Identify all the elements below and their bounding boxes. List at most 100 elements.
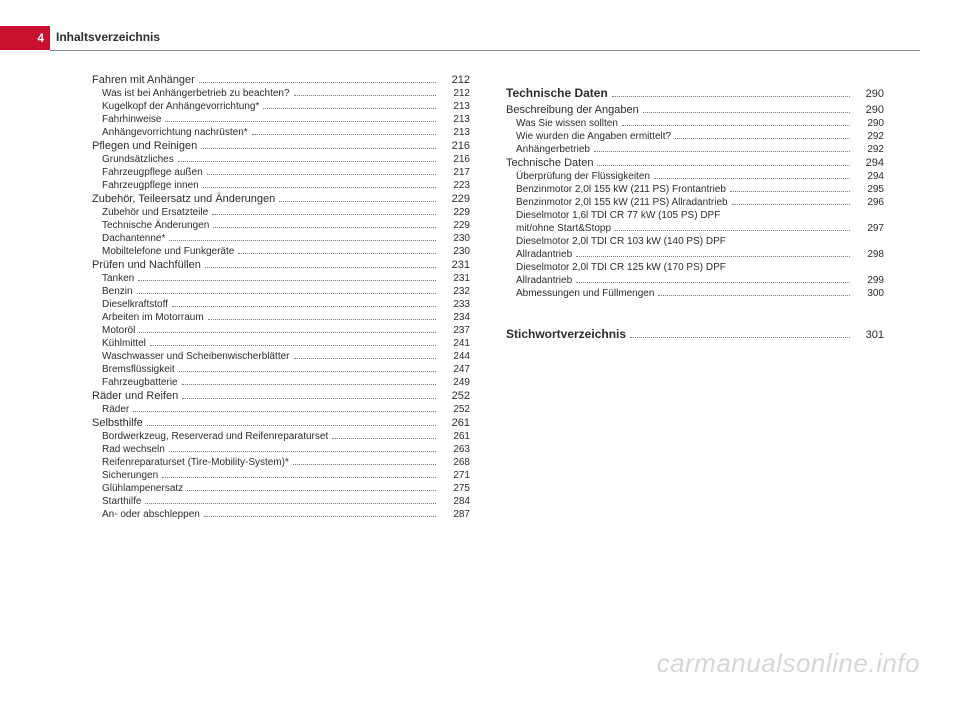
- toc-page: 290: [854, 118, 884, 129]
- toc-entry: Tanken231: [102, 273, 470, 284]
- toc-entry: Allradantrieb299: [516, 275, 884, 286]
- toc-label: Kugelkopf der Anhängevorrichtung*: [102, 101, 259, 112]
- toc-page: 212: [440, 74, 470, 86]
- toc-leader-dots: [293, 464, 436, 465]
- toc-page: 252: [440, 390, 470, 402]
- toc-entry: Zubehör, Teileersatz und Änderungen 229: [92, 193, 470, 205]
- toc-leader-dots: [145, 503, 436, 504]
- toc-entry: Motoröl237: [102, 325, 470, 336]
- toc-entry: Technische Daten294: [506, 157, 884, 169]
- toc-label: Abmessungen und Füllmengen: [516, 288, 654, 299]
- toc-label: Grundsätzliches: [102, 154, 174, 165]
- toc-page: 232: [440, 286, 470, 297]
- toc-page: 287: [440, 509, 470, 520]
- toc-page: 213: [440, 127, 470, 138]
- toc-leader-dots: [133, 411, 436, 412]
- toc-entry: Technische Änderungen229: [102, 220, 470, 231]
- toc-leader-dots: [279, 201, 436, 202]
- toc-leader-dots: [138, 280, 436, 281]
- toc-label: Anhängevorrichtung nachrüsten*: [102, 127, 248, 138]
- toc-label: Glühlampenersatz: [102, 483, 183, 494]
- toc-page: 229: [440, 193, 470, 205]
- toc-page: 237: [440, 325, 470, 336]
- toc-entry: Technische Daten290: [506, 86, 884, 100]
- toc-entry: Zubehör und Ersatzteile229: [102, 207, 470, 218]
- toc-entry: Glühlampenersatz 275: [102, 483, 470, 494]
- toc-entry: Räder und Reifen252: [92, 390, 470, 402]
- toc-entry: Anhängevorrichtung nachrüsten* 213: [102, 127, 470, 138]
- toc-entry: Fahrzeugbatterie249: [102, 377, 470, 388]
- toc-page: 275: [440, 483, 470, 494]
- toc-page: 290: [854, 104, 884, 116]
- toc-label: Rad wechseln: [102, 444, 165, 455]
- toc-entry: Rad wechseln 263: [102, 444, 470, 455]
- toc-entry: Benzinmotor 2,0l 155 kW (211 PS) Frontan…: [516, 184, 884, 195]
- toc-entry: An- oder abschleppen 287: [102, 509, 470, 520]
- toc-leader-dots: [675, 138, 850, 139]
- toc-leader-dots: [139, 332, 436, 333]
- toc-entry: Fahrhinweise213: [102, 114, 470, 125]
- toc-leader-dots: [162, 477, 436, 478]
- toc-entry: Dieselmotor 2,0l TDI CR 125 kW (170 PS) …: [516, 262, 884, 273]
- toc-label: Fahrzeugpflege außen: [102, 167, 203, 178]
- toc-page: 299: [854, 275, 884, 286]
- toc-label: Bordwerkzeug, Reserverad und Reifenrepar…: [102, 431, 328, 442]
- toc-label: Starthilfe: [102, 496, 141, 507]
- toc-entry: mit/ohne Start&Stopp297: [516, 223, 884, 234]
- toc-entry: Dieselmotor 2,0l TDI CR 103 kW (140 PS) …: [516, 236, 884, 247]
- toc-label: Fahren mit Anhänger: [92, 74, 195, 86]
- toc-label: Technische Daten: [506, 157, 593, 169]
- toc-label: An- oder abschleppen: [102, 509, 200, 520]
- toc-leader-dots: [730, 191, 850, 192]
- toc-leader-dots: [594, 151, 850, 152]
- toc-page: 249: [440, 377, 470, 388]
- toc-entry: Grundsätzliches 216: [102, 154, 470, 165]
- toc-label: Allradantrieb: [516, 249, 572, 260]
- toc-label: Räder: [102, 404, 129, 415]
- toc-leader-dots: [252, 134, 436, 135]
- toc-leader-dots: [576, 282, 850, 283]
- toc-entry: Fahrzeugpflege innen223: [102, 180, 470, 191]
- toc-page: 290: [854, 88, 884, 100]
- toc-page: 213: [440, 101, 470, 112]
- toc-page: 261: [440, 431, 470, 442]
- toc-label: Technische Änderungen: [102, 220, 209, 231]
- toc-leader-dots: [213, 227, 436, 228]
- toc-entry: Was ist bei Anhängerbetrieb zu beachten?…: [102, 88, 470, 99]
- toc-leader-dots: [597, 165, 850, 166]
- toc-label: Selbsthilfe: [92, 417, 143, 429]
- toc-page: 247: [440, 364, 470, 375]
- toc-label: Dieselmotor 1,6l TDI CR 77 kW (105 PS) D…: [516, 210, 720, 221]
- toc-entry: Pflegen und Reinigen216: [92, 140, 470, 152]
- toc-label: Fahrhinweise: [102, 114, 161, 125]
- toc-leader-dots: [182, 384, 436, 385]
- toc-label: Arbeiten im Motorraum: [102, 312, 204, 323]
- toc-leader-dots: [169, 451, 436, 452]
- toc-page: 230: [440, 246, 470, 257]
- toc-entry: Prüfen und Nachfüllen231: [92, 259, 470, 271]
- toc-entry: Dieselmotor 1,6l TDI CR 77 kW (105 PS) D…: [516, 210, 884, 221]
- toc-label: Zubehör und Ersatzteile: [102, 207, 208, 218]
- toc-leader-dots: [172, 306, 436, 307]
- toc-leader-dots: [205, 267, 436, 268]
- toc-leader-dots: [630, 337, 850, 338]
- toc-label: Zubehör, Teileersatz und Änderungen: [92, 193, 275, 205]
- toc-label: Anhängerbetrieb: [516, 144, 590, 155]
- toc-label: Kühlmittel: [102, 338, 146, 349]
- toc-leader-dots: [622, 125, 850, 126]
- toc-page: 300: [854, 288, 884, 299]
- toc-entry: Benzin232: [102, 286, 470, 297]
- toc-page: 216: [440, 154, 470, 165]
- toc-leader-dots: [179, 371, 436, 372]
- toc-entry: Bordwerkzeug, Reserverad und Reifenrepar…: [102, 431, 470, 442]
- toc-leader-dots: [658, 295, 850, 296]
- toc-page: 298: [854, 249, 884, 260]
- toc-page: 292: [854, 144, 884, 155]
- toc-label: Was Sie wissen sollten: [516, 118, 618, 129]
- toc-entry: Bremsflüssigkeit247: [102, 364, 470, 375]
- toc-leader-dots: [654, 178, 850, 179]
- toc-label: Wie wurden die Angaben ermittelt?: [516, 131, 671, 142]
- toc-page: 263: [440, 444, 470, 455]
- toc-label: Beschreibung der Angaben: [506, 104, 639, 116]
- page-title: Inhaltsverzeichnis: [56, 30, 160, 44]
